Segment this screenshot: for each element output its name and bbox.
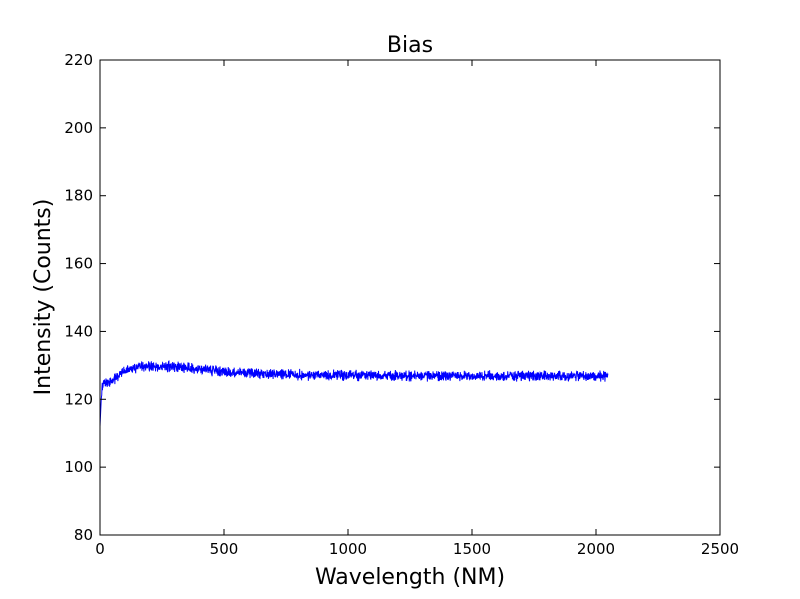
x-tick-label: 2500 bbox=[701, 540, 739, 558]
y-tick-label: 100 bbox=[64, 458, 93, 476]
y-tick-label: 180 bbox=[64, 187, 93, 205]
y-tick-label: 220 bbox=[64, 51, 93, 69]
y-tick-label: 200 bbox=[64, 119, 93, 137]
y-tick-label: 120 bbox=[64, 390, 93, 408]
y-tick-label: 140 bbox=[64, 322, 93, 340]
x-tick-label: 2000 bbox=[577, 540, 615, 558]
x-tick-label: 0 bbox=[95, 540, 105, 558]
series-line bbox=[99, 360, 609, 427]
y-tick-label: 160 bbox=[64, 255, 93, 273]
series-layer bbox=[99, 360, 609, 427]
x-tick-label: 500 bbox=[210, 540, 239, 558]
x-axis-label: Wavelength (NM) bbox=[315, 565, 505, 590]
y-axis-label: Intensity (Counts) bbox=[31, 199, 56, 396]
y-tick-label: 80 bbox=[74, 526, 93, 544]
chart-title: Bias bbox=[387, 33, 433, 58]
plot-frame bbox=[99, 59, 721, 536]
x-tick-label: 1000 bbox=[329, 540, 367, 558]
x-tick-label: 1500 bbox=[453, 540, 491, 558]
ticks-layer: 0 500 1000 1500 2000 2500 80 100 120 140 160 180 200… bbox=[64, 51, 739, 558]
